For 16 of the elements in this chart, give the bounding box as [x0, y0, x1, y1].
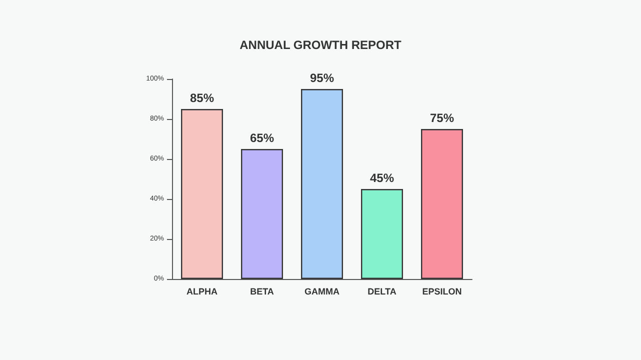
bar — [301, 89, 343, 279]
x-tick-label: ALPHA — [186, 286, 218, 296]
data-label: 75% — [430, 111, 454, 125]
data-label: 65% — [250, 131, 274, 145]
chart-title: ANNUAL GROWTH REPORT — [240, 38, 402, 52]
data-label: 45% — [370, 171, 394, 185]
bar — [241, 149, 283, 279]
x-tick-label: BETA — [250, 286, 274, 296]
x-tick-label: EPSILON — [422, 286, 462, 296]
x-tick-label: DELTA — [368, 286, 397, 296]
bar — [421, 129, 463, 279]
bar — [181, 109, 223, 279]
bar — [361, 189, 403, 279]
data-label: 95% — [310, 71, 334, 85]
x-tick-label: GAMMA — [304, 286, 340, 296]
data-label: 85% — [190, 91, 214, 105]
